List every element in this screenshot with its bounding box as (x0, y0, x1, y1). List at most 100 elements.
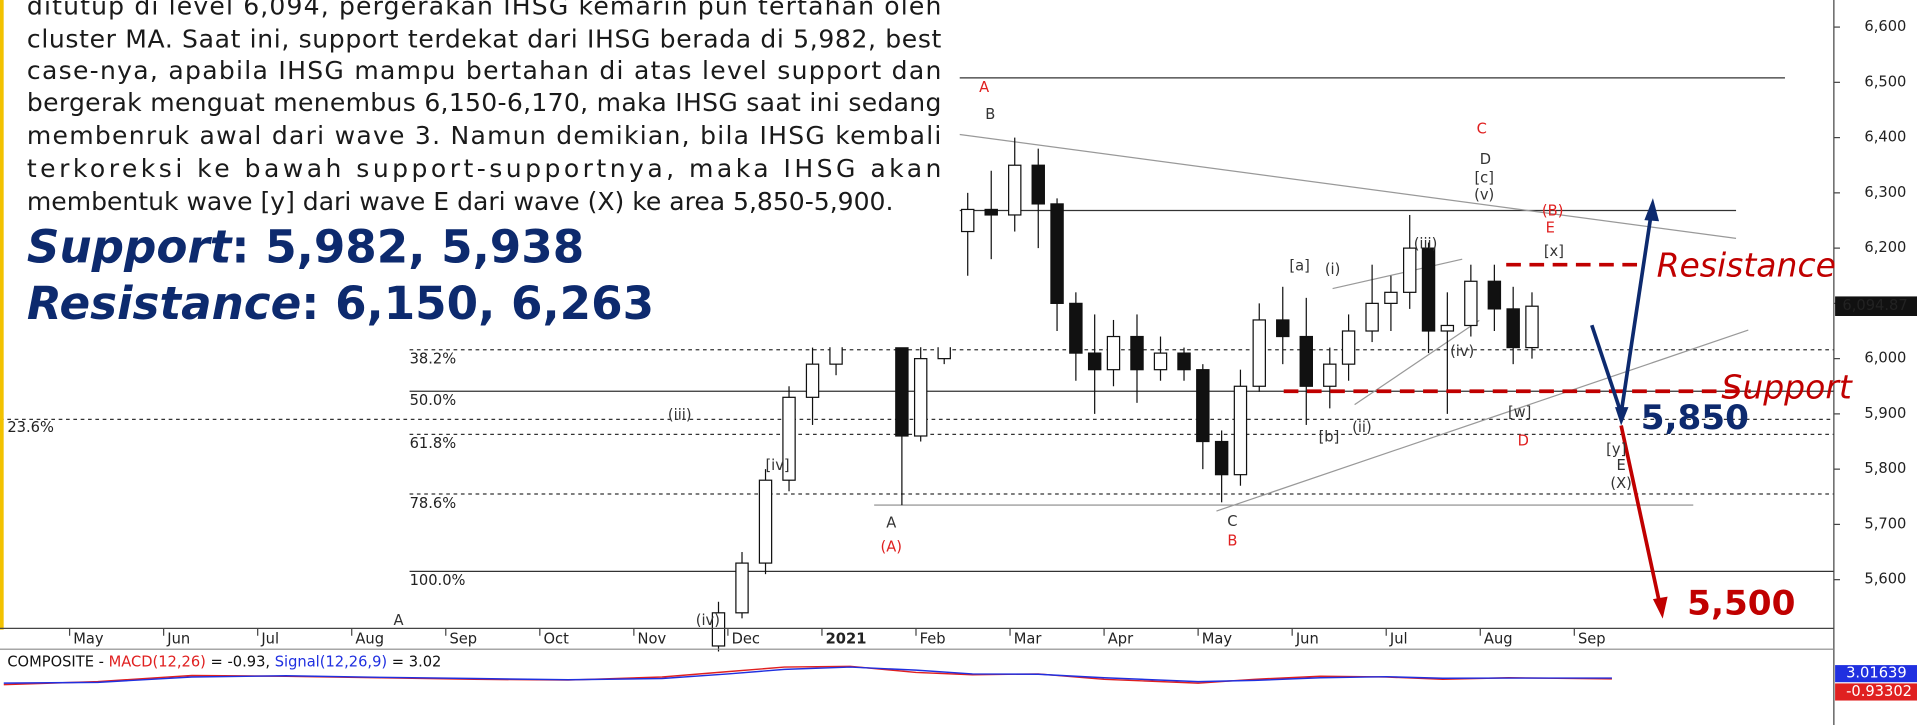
candle-body (1299, 335, 1314, 387)
x-tick-label: Sep (449, 630, 477, 647)
paragraph-line: cluster MA. Saat ini, support terdekat d… (27, 24, 942, 53)
candle-body (1214, 440, 1229, 476)
plot-area: 38.2% 50.0% 61.8% 78.6% 100.0% 23.6% (0, 77, 1834, 652)
y-tick-label: 5,900 (1864, 405, 1906, 422)
support-values: : 5,982, 5,938 (231, 221, 584, 274)
candle-body (1252, 319, 1266, 387)
wave-label: (iii) (668, 407, 692, 424)
wave-label: E (1546, 220, 1555, 237)
wave-label: [iv] (765, 457, 789, 474)
wave-label: B (1227, 533, 1237, 550)
x-tick-label: Apr (1108, 630, 1134, 647)
macd-tag (1835, 665, 1917, 683)
paragraph-line: terkoreksi ke bawah support-supportnya, … (27, 154, 941, 183)
resistance-name: Resistance (27, 277, 301, 330)
trend-line (959, 133, 1737, 240)
x-tick-label: May (73, 630, 104, 647)
macd-tag (1835, 683, 1917, 701)
wave-label: C (1477, 121, 1487, 138)
candle-body (1506, 308, 1520, 349)
fib-label: 50.0% (410, 392, 457, 409)
resistance-label: Resistance (1657, 246, 1836, 285)
y-tick-label: 6,400 (1864, 129, 1906, 146)
fib-label: 78.6% (410, 495, 457, 512)
y-tick-label: 6,200 (1864, 239, 1906, 256)
wave-label: [b] (1319, 429, 1340, 446)
wave-label: A (886, 514, 896, 531)
trend-line (1216, 329, 1749, 512)
x-tick-label: May (1202, 630, 1233, 647)
y-tick-label: 6,600 (1864, 18, 1906, 35)
candle-body (1177, 352, 1191, 371)
caption-part: = 3.02 (387, 654, 441, 671)
candle-body (711, 612, 726, 647)
trend-line (1332, 258, 1463, 290)
wave-label: (B) (1542, 203, 1564, 220)
wave-label: (A) (881, 539, 902, 556)
candle-body (1487, 280, 1502, 310)
wave-label: D (1480, 151, 1491, 168)
paragraph-line: membentuk wave [y] dari wave E dari wave… (27, 187, 894, 216)
caption-part: = -0.93, (206, 654, 275, 671)
fib-label: 38.2% (410, 351, 457, 368)
commentary: ditutup di level 6,094, pergerakan IHSG … (27, 0, 942, 330)
macd-tag-label: -0.93302 (1846, 683, 1912, 700)
wave-label: (ii) (1352, 419, 1372, 436)
candle-body (984, 208, 998, 216)
candle-body (1130, 335, 1144, 371)
arrow-head (1615, 407, 1629, 426)
x-tick-label: Feb (920, 630, 946, 647)
candle-body (960, 208, 975, 233)
wave-label: (i) (1325, 261, 1341, 278)
candle-body (1276, 319, 1290, 338)
candle-body (1323, 363, 1337, 387)
target-label: 5,850 (1641, 398, 1749, 438)
x-tick-label: Jul (1389, 630, 1408, 647)
wave-label: C (1227, 513, 1237, 530)
arrow-down-blue (1590, 324, 1623, 414)
arrow-up-blue (1619, 210, 1654, 414)
wave-label: E (1617, 457, 1626, 474)
paragraph-line: membenruk awal dari wave 3. Namun demiki… (27, 121, 941, 150)
candle-body (1196, 369, 1210, 443)
wave-label: (iv) (696, 612, 720, 629)
wave-label: B (985, 106, 995, 123)
x-tick-label: Aug (1484, 630, 1513, 647)
support-summary: Support: 5,982, 5,938 (27, 221, 584, 274)
wave-label: [x] (1544, 243, 1564, 260)
x-tick-label: Aug (355, 630, 384, 647)
candle-body (1031, 164, 1045, 205)
candle-body (1440, 324, 1455, 332)
fib-label: 100.0% (410, 572, 466, 589)
candle-body (805, 363, 820, 398)
x-tick-label: Dec (732, 630, 760, 647)
y-tick-label: 5,700 (1864, 515, 1906, 532)
fib-label: 23.6% (7, 419, 54, 436)
arrow-head (1652, 596, 1668, 619)
x-tick-label: Nov (638, 630, 667, 647)
support-label: Support (1721, 367, 1853, 406)
y-tick-label: 6,300 (1864, 184, 1906, 201)
candle-body (913, 358, 928, 437)
candle-body (735, 562, 749, 614)
arrow-down-red (1619, 425, 1663, 607)
y-tick-label: 5,800 (1864, 460, 1906, 477)
left-border (0, 0, 4, 630)
candle-body (1087, 352, 1102, 371)
x-tick-label: Jun (166, 630, 190, 647)
wave-label: A (979, 79, 989, 96)
x-tick-label: 2021 (826, 630, 867, 647)
candle-body (1341, 330, 1356, 365)
wave-label: [y] (1606, 441, 1626, 458)
support-name: Support (27, 221, 233, 274)
candle-body (1233, 385, 1248, 476)
wave-label: (X) (1610, 475, 1631, 492)
paragraph-line: bergerak menguat menembus 6,150-6,170, m… (27, 88, 941, 117)
candle-body (758, 479, 773, 564)
resistance-summary: Resistance: 6,150, 6,263 (27, 277, 654, 330)
target-label: 5,500 (1687, 584, 1795, 624)
y-tick-label: 5,600 (1864, 571, 1906, 588)
y-tick-label: 6,500 (1864, 73, 1906, 90)
wave-label: [c] (1474, 170, 1494, 187)
